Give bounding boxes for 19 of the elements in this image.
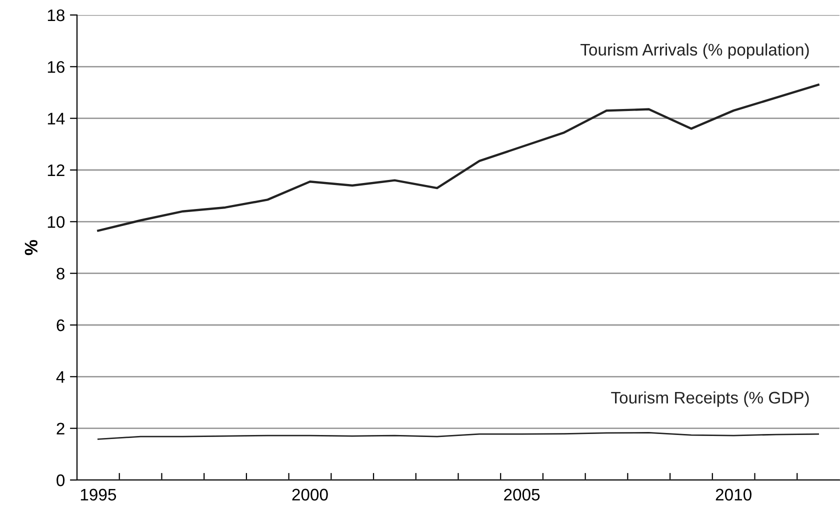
series-label: Tourism Receipts (% GDP) — [611, 391, 809, 407]
y-axis-title: % — [24, 240, 38, 256]
x-tick-label: 2010 — [716, 488, 752, 501]
line-series — [97, 432, 819, 440]
y-tick-label: 16 — [48, 61, 64, 73]
y-tick-label: 6 — [56, 319, 64, 332]
y-tick-label: 2 — [56, 422, 64, 434]
x-tick-label: 2000 — [292, 488, 328, 501]
y-tick-label: 10 — [48, 216, 65, 228]
line-series — [97, 84, 820, 232]
y-tick-label: 8 — [56, 268, 64, 280]
y-tick-label: 12 — [48, 164, 64, 176]
y-tick-label: 0 — [56, 474, 65, 486]
y-tick-label: 14 — [48, 112, 65, 124]
x-tick-label: 2005 — [504, 488, 540, 501]
y-tick-label: 18 — [48, 9, 64, 22]
x-tick-label: 1995 — [80, 488, 116, 501]
y-tick-label: 4 — [56, 371, 65, 383]
series-label: Tourism Arrivals (% population) — [580, 43, 809, 59]
